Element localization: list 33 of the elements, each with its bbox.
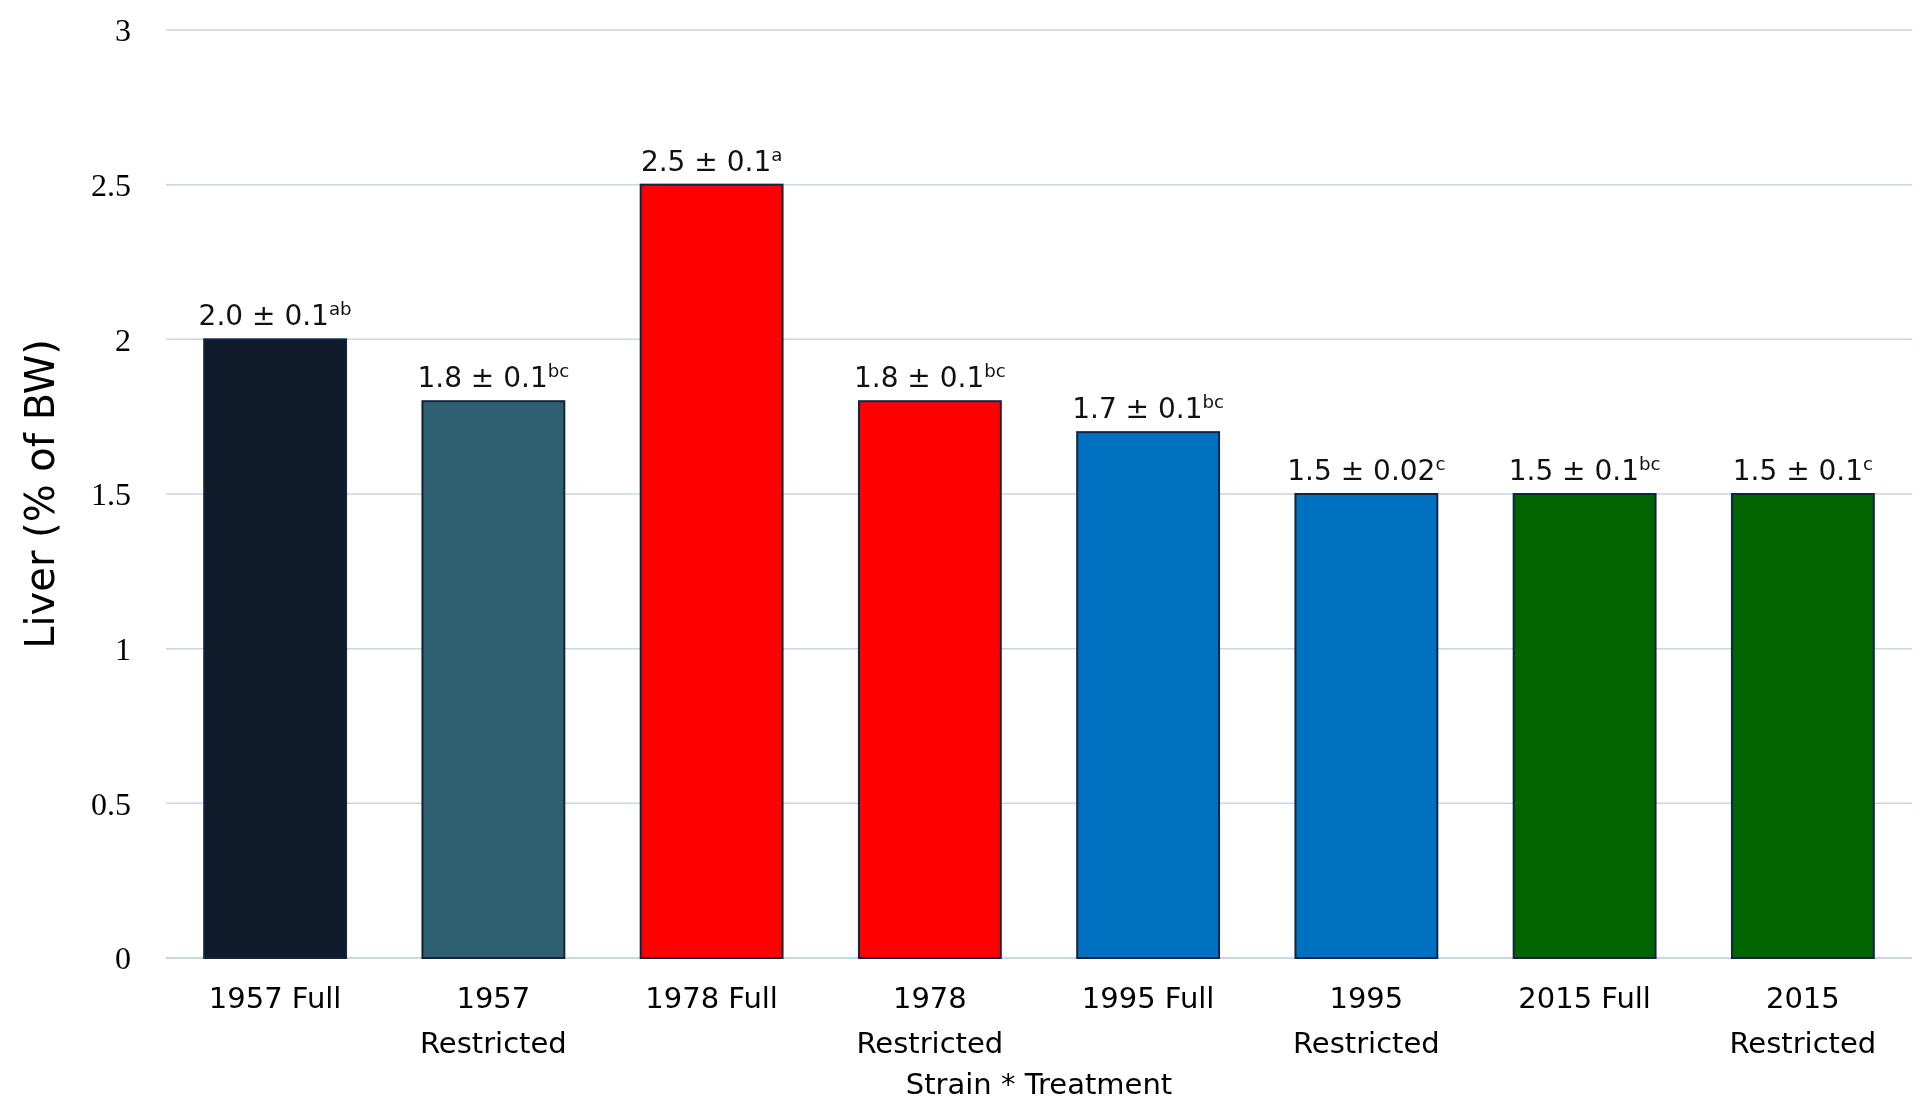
bar (1294, 493, 1439, 959)
bar (639, 183, 784, 959)
x-tick-label: 1995 Restricted (1293, 981, 1440, 1060)
y-tick-label: 0 (115, 940, 131, 977)
y-tick-label: 1 (115, 630, 131, 667)
data-label: 2.5 ± 0.1$^{a}$ (640, 143, 783, 178)
y-tick-label: 3 (115, 12, 131, 49)
x-tick-label: 1995 Full (1081, 981, 1215, 1015)
y-tick-label: 2.5 (91, 166, 131, 203)
data-label: 2.0 ± 0.1$^{ab}$ (198, 297, 352, 333)
data-label: 1.5 ± 0.1$^{bc}$ (1508, 452, 1661, 487)
bar (1076, 431, 1221, 959)
x-tick-label: 1978 Full (645, 981, 778, 1015)
bar (203, 338, 348, 959)
y-tick-label: 0.5 (91, 785, 131, 822)
bar (421, 400, 566, 959)
data-label: 1.7 ± 0.1$^{bc}$ (1072, 390, 1225, 426)
bar (1512, 493, 1657, 959)
y-axis-title: Liver (% of BW) (17, 339, 63, 649)
x-axis-title: Strain * Treatment (905, 1067, 1173, 1101)
x-tick-label: 1957 Restricted (420, 981, 567, 1060)
y-tick-label: 1.5 (91, 476, 131, 513)
y-tick-label: 2 (115, 321, 131, 358)
x-tick-label: 2015 Full (1518, 981, 1651, 1015)
x-tick-label: 1957 Full (208, 981, 342, 1015)
bar (857, 400, 1002, 959)
bar (1730, 493, 1875, 959)
data-label: 1.5 ± 0.02$^{c}$ (1287, 452, 1446, 487)
data-label: 1.5 ± 0.1$^{c}$ (1732, 452, 1874, 487)
x-tick-label: 1978 Restricted (856, 981, 1004, 1060)
data-label: 1.8 ± 0.1$^{bc}$ (853, 359, 1006, 395)
x-tick-label: 2015 Restricted (1729, 981, 1877, 1060)
data-label: 1.8 ± 0.1$^{bc}$ (417, 359, 570, 395)
